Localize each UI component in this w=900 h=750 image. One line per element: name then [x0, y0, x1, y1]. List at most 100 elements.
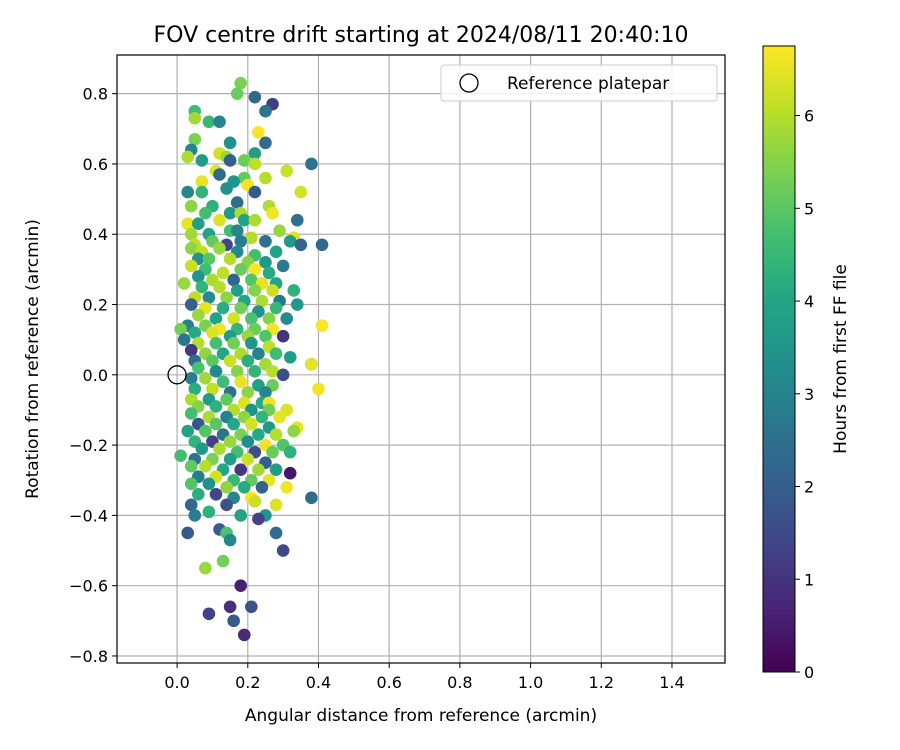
data-point — [223, 354, 237, 368]
x-tick-label: 1.2 — [589, 673, 614, 692]
data-point — [206, 382, 219, 396]
x-tick-label: 0.0 — [164, 673, 189, 692]
data-point — [248, 90, 262, 104]
data-point — [280, 312, 293, 325]
y-tick-label: −0.2 — [69, 436, 108, 455]
data-point — [312, 382, 325, 396]
legend-box — [440, 64, 718, 102]
data-point — [220, 480, 233, 494]
data-point — [195, 185, 209, 199]
data-point — [276, 544, 290, 557]
data-point — [245, 273, 258, 287]
data-point — [234, 234, 248, 248]
data-point — [227, 312, 240, 325]
data-point — [174, 449, 187, 462]
data-point — [248, 495, 262, 508]
data-point — [273, 410, 286, 424]
data-point — [252, 463, 265, 477]
data-point — [199, 424, 212, 438]
data-point — [266, 284, 279, 297]
data-point — [223, 136, 237, 150]
y-tick-label: 0.4 — [83, 225, 108, 244]
data-point — [184, 498, 198, 512]
data-point — [262, 266, 276, 280]
data-point — [199, 561, 212, 575]
colorbar-tick-label: 1 — [804, 570, 814, 589]
data-point — [283, 234, 297, 248]
data-point — [259, 386, 272, 399]
data-point — [276, 259, 290, 273]
data-point — [184, 227, 198, 241]
data-point — [184, 241, 198, 255]
colorbar-tick-label: 4 — [804, 292, 814, 311]
data-point — [259, 136, 272, 150]
data-points — [174, 76, 329, 642]
colorbar-tick-label: 5 — [804, 199, 814, 218]
data-point — [188, 382, 202, 396]
data-point — [305, 357, 318, 371]
data-point — [184, 343, 198, 357]
data-point — [209, 312, 223, 325]
data-point — [227, 273, 240, 287]
data-point — [199, 206, 212, 220]
data-point — [255, 410, 269, 424]
data-point — [177, 277, 191, 290]
data-point — [241, 386, 255, 399]
data-point — [227, 614, 240, 628]
chart-title: FOV centre drift starting at 2024/08/11 … — [154, 23, 689, 48]
data-point — [252, 126, 265, 139]
y-ticks: −0.8 −0.6 −0.4 −0.2 0.0 0.2 0.4 0.6 0.8 — [69, 85, 117, 666]
data-point — [223, 600, 237, 614]
data-point — [220, 498, 233, 512]
colorbar-ticks: 0 1 2 3 4 5 6 — [795, 107, 814, 682]
data-point — [223, 452, 237, 466]
data-point — [227, 336, 240, 350]
data-point — [245, 336, 258, 350]
data-point — [202, 115, 216, 129]
x-ticks: 0.0 0.2 0.4 0.6 0.8 1.0 1.2 1.4 — [164, 663, 685, 692]
data-point — [206, 354, 219, 368]
data-point — [192, 217, 205, 230]
data-point — [184, 298, 198, 311]
data-point — [216, 554, 230, 568]
data-point — [276, 329, 290, 343]
data-point — [245, 231, 258, 245]
data-point — [234, 76, 248, 90]
data-point — [223, 154, 237, 167]
data-point — [245, 417, 258, 431]
data-point — [195, 442, 209, 455]
legend-reference-marker — [459, 73, 479, 93]
data-point — [241, 435, 255, 448]
data-point — [269, 463, 283, 477]
data-point — [315, 238, 329, 252]
x-tick-label: 0.6 — [376, 673, 401, 692]
data-point — [213, 115, 226, 129]
data-point — [255, 480, 269, 494]
data-point — [195, 175, 209, 188]
colorbar-gradient — [762, 45, 796, 673]
data-point — [213, 241, 226, 255]
data-point — [227, 417, 240, 431]
y-tick-label: −0.8 — [69, 647, 108, 666]
data-point — [248, 284, 262, 297]
data-point — [181, 185, 194, 199]
data-point — [216, 301, 230, 315]
data-point — [181, 217, 194, 230]
data-point — [209, 488, 223, 501]
data-point — [209, 336, 223, 350]
y-tick-label: 0.2 — [83, 296, 108, 315]
data-point — [223, 533, 237, 547]
data-point — [248, 213, 262, 227]
data-point — [195, 280, 209, 294]
data-point — [237, 154, 251, 167]
data-point — [237, 480, 251, 494]
data-point — [202, 252, 216, 266]
data-point — [266, 206, 279, 220]
data-point — [213, 168, 226, 181]
data-point — [259, 171, 272, 185]
data-point — [248, 185, 262, 199]
data-point — [188, 509, 202, 522]
colorbar-label: Hours from first FF file — [831, 264, 851, 454]
data-point — [269, 428, 283, 441]
data-point — [234, 263, 248, 276]
